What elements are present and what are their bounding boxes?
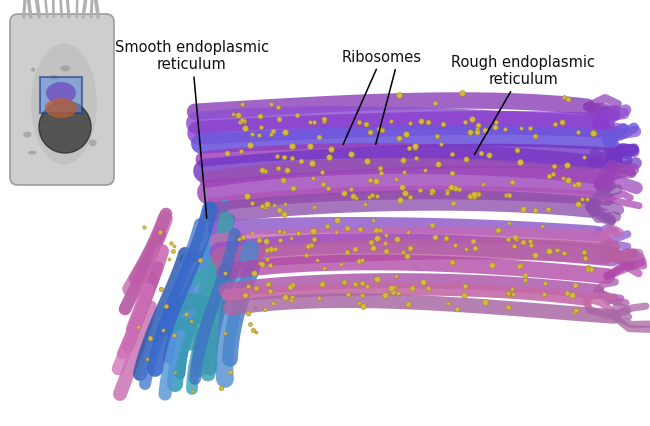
Ellipse shape: [44, 104, 49, 110]
Ellipse shape: [60, 66, 70, 72]
Ellipse shape: [45, 99, 77, 119]
Text: Smooth endoplasmic
reticulum: Smooth endoplasmic reticulum: [115, 40, 269, 219]
Ellipse shape: [49, 76, 58, 81]
Text: Rough endoplasmic
reticulum: Rough endoplasmic reticulum: [451, 55, 595, 155]
Ellipse shape: [31, 68, 35, 72]
Bar: [40, 78, 82, 114]
Ellipse shape: [39, 102, 91, 154]
Ellipse shape: [28, 151, 36, 155]
Ellipse shape: [42, 117, 48, 122]
FancyBboxPatch shape: [10, 15, 114, 186]
Ellipse shape: [46, 83, 76, 105]
Ellipse shape: [23, 132, 31, 138]
Ellipse shape: [89, 140, 97, 147]
Ellipse shape: [31, 44, 97, 165]
Text: Ribosomes: Ribosomes: [342, 50, 422, 145]
